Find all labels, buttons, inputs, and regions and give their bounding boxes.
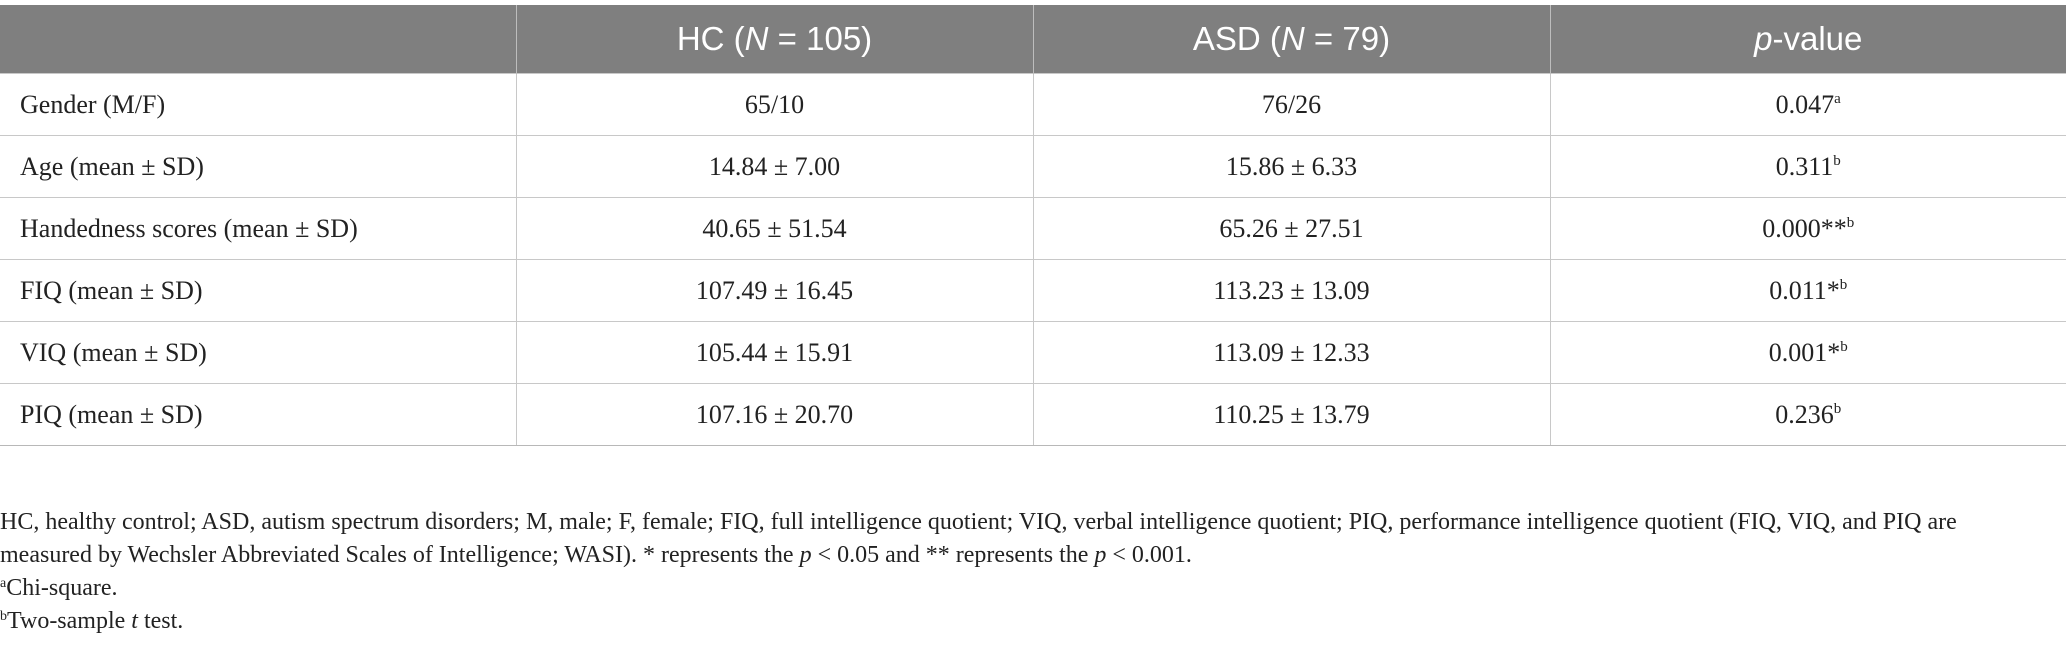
table-body: Gender (M/F) 65/10 76/26 0.047a Age (mea… <box>0 73 2066 446</box>
header-p-var: p <box>1754 20 1773 57</box>
footnote-a-mark: a <box>0 576 7 591</box>
p-value-number: 0.311 <box>1775 151 1834 181</box>
p-value-footnote-mark: b <box>1846 214 1855 231</box>
header-asd-n-var: N <box>1280 20 1305 57</box>
footnote-b: bTwo-sample t test. <box>0 605 2050 638</box>
p-value: 0.311b <box>1549 135 2066 198</box>
asd-value: 65.26 ± 27.51 <box>1032 197 1551 260</box>
row-label: Age (mean ± SD) <box>0 135 517 198</box>
header-p-value: p-value <box>1549 5 2066 74</box>
hc-value: 65/10 <box>515 73 1034 136</box>
header-hc-n-var: N <box>744 20 769 57</box>
row-label: Handedness scores (mean ± SD) <box>0 197 517 260</box>
header-p-suffix: -value <box>1772 20 1863 57</box>
header-hc: HC (N = 105) <box>515 5 1033 74</box>
hc-value: 107.16 ± 20.70 <box>515 383 1034 446</box>
header-hc-n-value: = 105) <box>768 20 873 57</box>
footnote-b-text-2: test. <box>137 608 184 634</box>
footnote-b-text-1: Two-sample <box>7 608 132 634</box>
p-value-number: 0.236 <box>1775 399 1834 429</box>
header-empty-cell <box>0 5 516 74</box>
demographics-table: HC (N = 105) ASD (N = 79) p-value Gender… <box>0 5 2066 446</box>
p-value-footnote-mark: a <box>1834 90 1841 107</box>
footnote-b-mark: b <box>0 609 7 624</box>
footnote-b-t: t <box>131 608 138 634</box>
abbreviations-note: HC, healthy control; ASD, autism spectru… <box>0 506 2050 572</box>
table-row: Handedness scores (mean ± SD) 40.65 ± 51… <box>0 197 2066 260</box>
hc-value: 107.49 ± 16.45 <box>515 259 1034 322</box>
asd-value: 113.23 ± 13.09 <box>1032 259 1551 322</box>
header-row: HC (N = 105) ASD (N = 79) p-value <box>0 5 2066 74</box>
p-value-number: 0.000** <box>1762 213 1847 243</box>
table-row: Age (mean ± SD) 14.84 ± 7.00 15.86 ± 6.3… <box>0 135 2066 198</box>
p-value: 0.236b <box>1549 383 2066 446</box>
asd-value: 113.09 ± 12.33 <box>1032 321 1551 384</box>
table-row: PIQ (mean ± SD) 107.16 ± 20.70 110.25 ± … <box>0 383 2066 446</box>
header-asd-prefix: ASD ( <box>1192 20 1281 57</box>
abbrev-text-1: HC, healthy control; ASD, autism spectru… <box>0 509 1957 568</box>
p-value-footnote-mark: b <box>1833 400 1842 417</box>
table-header: HC (N = 105) ASD (N = 79) p-value <box>0 5 2066 74</box>
table-row: Gender (M/F) 65/10 76/26 0.047a <box>0 73 2066 136</box>
row-label: FIQ (mean ± SD) <box>0 259 517 322</box>
table-footnotes: HC, healthy control; ASD, autism spectru… <box>0 506 2050 638</box>
p-value: 0.011*b <box>1549 259 2066 322</box>
row-label: VIQ (mean ± SD) <box>0 321 517 384</box>
abbrev-p-2: p <box>1094 542 1107 568</box>
p-value-number: 0.001* <box>1768 337 1841 367</box>
abbrev-text-2: < 0.05 and ** represents the <box>811 542 1095 568</box>
asd-value: 15.86 ± 6.33 <box>1032 135 1551 198</box>
p-value-number: 0.011* <box>1769 275 1840 305</box>
row-label: PIQ (mean ± SD) <box>0 383 517 446</box>
hc-value: 14.84 ± 7.00 <box>515 135 1034 198</box>
asd-value: 76/26 <box>1032 73 1551 136</box>
p-value: 0.000**b <box>1549 197 2066 260</box>
p-value-footnote-mark: b <box>1840 338 1848 355</box>
asd-value: 110.25 ± 13.79 <box>1032 383 1551 446</box>
p-value-footnote-mark: b <box>1839 276 1848 293</box>
hc-value: 105.44 ± 15.91 <box>515 321 1034 384</box>
abbrev-text-3: < 0.001. <box>1106 542 1192 568</box>
table-row: FIQ (mean ± SD) 107.49 ± 16.45 113.23 ± … <box>0 259 2066 322</box>
header-asd: ASD (N = 79) <box>1032 5 1550 74</box>
p-value-footnote-mark: b <box>1833 152 1841 169</box>
header-hc-prefix: HC ( <box>676 20 745 57</box>
table-row: VIQ (mean ± SD) 105.44 ± 15.91 113.09 ± … <box>0 321 2066 384</box>
p-value-number: 0.047 <box>1775 89 1835 119</box>
row-label: Gender (M/F) <box>0 73 517 136</box>
footnote-a: aChi-square. <box>0 572 2050 605</box>
header-asd-n-value: = 79) <box>1304 20 1391 57</box>
abbrev-p-1: p <box>799 542 812 568</box>
hc-value: 40.65 ± 51.54 <box>515 197 1034 260</box>
p-value: 0.001*b <box>1549 321 2066 384</box>
footnote-a-text: Chi-square. <box>6 575 118 601</box>
p-value: 0.047a <box>1549 73 2066 136</box>
